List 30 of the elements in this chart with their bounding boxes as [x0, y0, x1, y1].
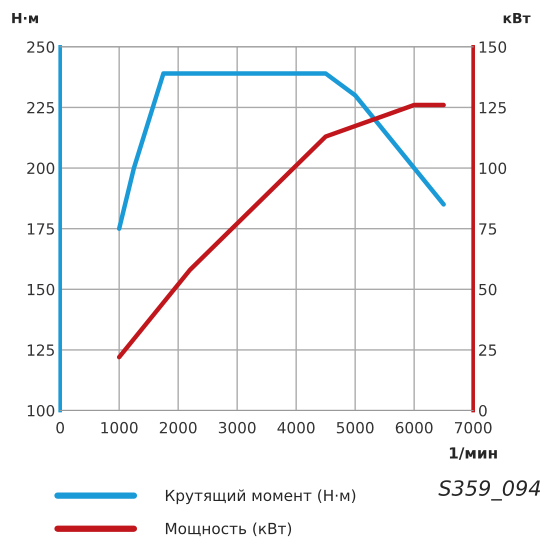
x-tick-label: 7000	[454, 422, 492, 434]
y-tick-label: 100	[28, 404, 54, 417]
y-tick-label: 250	[27, 41, 54, 53]
x-tick-label: 3000	[218, 422, 256, 434]
y-tick-label: 200	[27, 162, 54, 174]
y2-tick-label: 25	[479, 344, 496, 356]
y-axis-title: Н·м	[12, 12, 38, 24]
text: S359_094	[438, 480, 540, 501]
y-tick-label: 150	[28, 284, 54, 296]
y-tick-label: 225	[27, 102, 54, 114]
line-series	[116, 102, 446, 360]
x-axis-title: 1/мин	[450, 447, 497, 460]
x-tick-label: 4000	[277, 422, 315, 434]
y2-tick-label: 150	[480, 41, 506, 53]
y2-axis-title: кВт	[504, 12, 531, 24]
x-tick-label: 6000	[396, 422, 433, 434]
y2-tick-label: 50	[479, 284, 496, 296]
y-tick-label: 175	[28, 223, 54, 235]
x-tick-label: 1000	[101, 422, 138, 434]
legend-label: Мощность (кВт)	[166, 522, 292, 536]
y-tick-label: 125	[28, 344, 54, 356]
legend-label: Крутящий момент (Н·м)	[166, 489, 356, 504]
x-tick-label: 2000	[160, 422, 197, 434]
y2-tick-label: 0	[479, 404, 487, 417]
y2-tick-label: 100	[480, 162, 506, 174]
y2-tick-label: 125	[480, 102, 506, 114]
x-tick-label: 0	[56, 422, 64, 434]
x-tick-label: 5000	[336, 422, 374, 434]
y2-tick-label: 75	[479, 223, 496, 235]
line-series	[116, 71, 446, 231]
